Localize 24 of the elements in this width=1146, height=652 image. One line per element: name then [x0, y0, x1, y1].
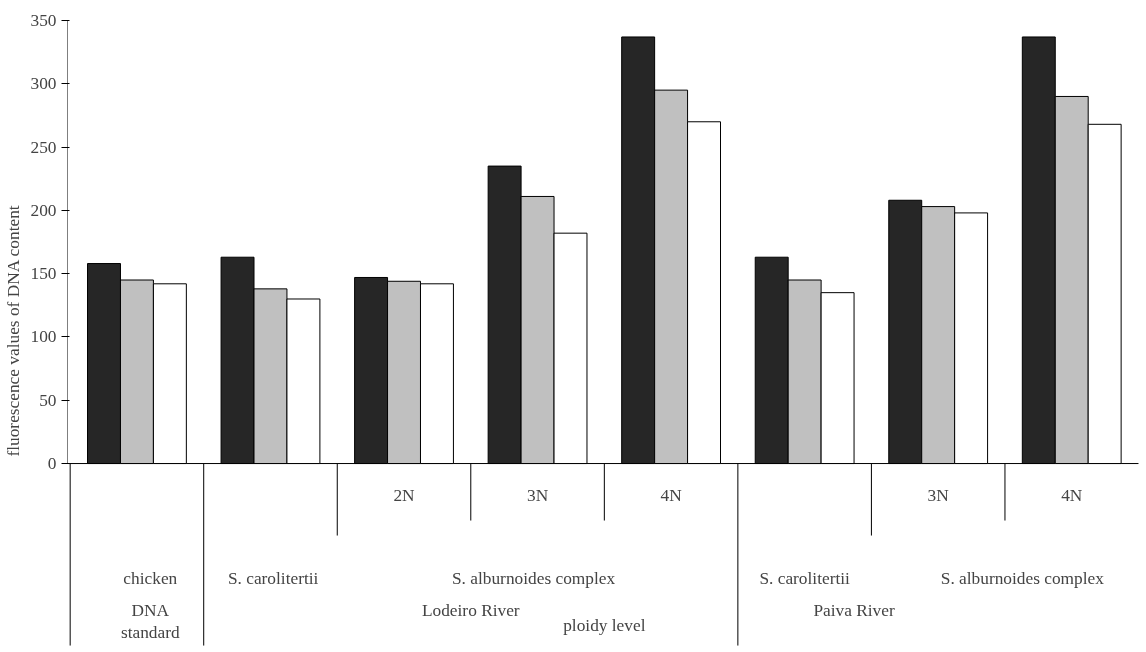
y-tick-label: 100	[30, 327, 57, 347]
text: Lodeiro River	[421, 601, 520, 621]
x-tick-label: 4N	[660, 486, 683, 506]
y-tick-label: 250	[30, 137, 57, 157]
y-tick-label: 50	[39, 390, 57, 410]
x-tick-label: 4N	[1061, 486, 1083, 506]
text: S. carolitertii	[227, 569, 319, 589]
text: DNA	[131, 601, 170, 621]
text: S. alburnoides complex	[940, 569, 1105, 589]
text: S. alburnoides complex	[451, 569, 616, 589]
x-tick-label: 2N	[393, 486, 416, 506]
y-tick-label: 350	[30, 11, 57, 31]
x-tick-label: 3N	[526, 486, 549, 506]
y-tick-label: 150	[30, 264, 57, 284]
text: ploidy level	[563, 616, 646, 636]
text: chicken	[123, 569, 178, 589]
y-tick-label: 0	[47, 454, 57, 474]
text: Paiva River	[813, 601, 895, 621]
text: standard	[120, 623, 180, 643]
text: S. carolitertii	[759, 569, 851, 589]
x-tick-label: 3N	[927, 486, 950, 506]
y-tick-label: 300	[30, 74, 57, 94]
y-tick-label: 200	[30, 200, 57, 220]
y-axis-title: fluorescence values of DNA content	[3, 205, 23, 457]
